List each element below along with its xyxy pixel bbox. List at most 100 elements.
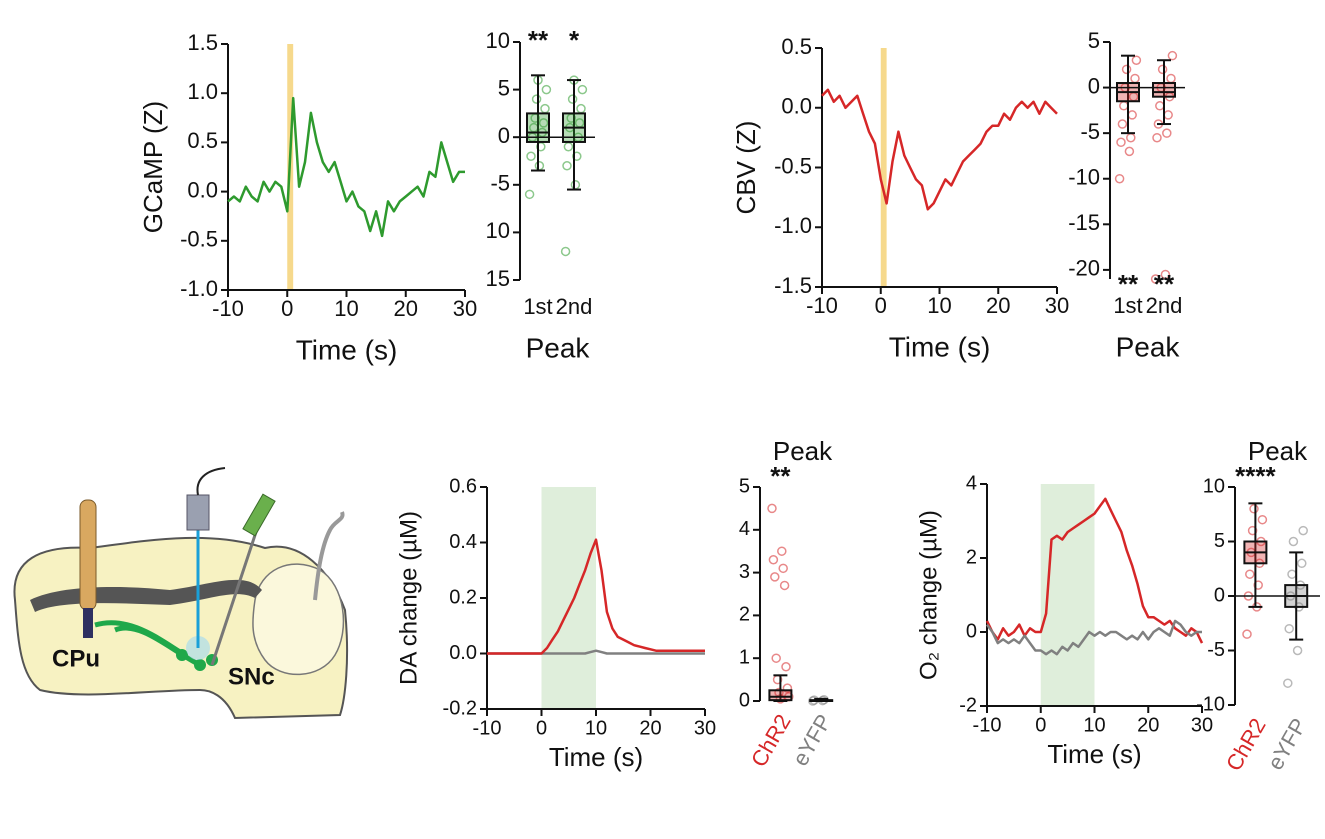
significance: ** xyxy=(770,461,791,491)
data-point xyxy=(1117,119,1128,129)
y-tick-label: 0.6 xyxy=(449,475,477,497)
significance: ** xyxy=(1118,269,1139,299)
data-point xyxy=(572,151,582,161)
y-tick-label: 0.5 xyxy=(781,34,812,59)
y-axis-label: DA change (µM) xyxy=(395,511,422,685)
y-tick-label: 10 xyxy=(1203,475,1225,497)
chart-title: Peak xyxy=(1248,436,1308,466)
y-tick-label: 5 xyxy=(1214,530,1225,552)
x-axis-label: Time (s) xyxy=(1047,739,1141,769)
data-point xyxy=(1288,536,1299,547)
data-point xyxy=(1127,110,1137,120)
data-point xyxy=(1163,110,1173,120)
x-tick-label: -10 xyxy=(473,717,502,739)
x-tick-label: ChR2 xyxy=(1221,714,1271,775)
fiber-cable xyxy=(196,467,226,496)
data-point xyxy=(777,546,787,556)
data-point xyxy=(1152,132,1162,143)
brain-diagram: CPu SNc xyxy=(13,467,349,720)
data-point xyxy=(770,572,780,582)
y-tick-label: 3 xyxy=(739,561,750,583)
data-point xyxy=(1249,504,1259,514)
x-tick-label: -10 xyxy=(212,296,244,321)
y-tick-label: 5 xyxy=(498,75,510,100)
y-tick-label: 0.2 xyxy=(449,586,477,608)
y-tick-label: 15 xyxy=(486,266,510,291)
y-tick-label: 0 xyxy=(498,123,510,148)
data-point xyxy=(1162,128,1172,138)
stimulus-band xyxy=(1040,484,1095,706)
y-tick-label: 0 xyxy=(1088,73,1100,98)
y-tick-label: -5 xyxy=(490,171,510,196)
data-point xyxy=(1247,525,1258,536)
x-tick-label: 10 xyxy=(927,293,951,318)
y-tick-label: 10 xyxy=(486,218,510,243)
electrode xyxy=(79,499,97,611)
data-point xyxy=(1253,580,1263,590)
cerebellum xyxy=(252,563,345,676)
x-axis-label: Time (s) xyxy=(296,334,398,365)
data-point xyxy=(1126,132,1136,143)
x-tick-label: 2nd xyxy=(556,294,593,319)
data-point xyxy=(567,94,578,104)
y-tick-label: 0 xyxy=(966,620,977,642)
data-line xyxy=(487,538,705,655)
y-tick-label: -0.5 xyxy=(180,227,218,252)
x-tick-label: eYFP xyxy=(787,710,836,770)
x-tick-label: 2nd xyxy=(1146,293,1183,318)
x-tick-label: -10 xyxy=(973,714,1002,736)
data-point xyxy=(1131,55,1142,65)
y-tick-label: -5 xyxy=(1080,119,1100,144)
data-point xyxy=(1287,569,1297,579)
y-tick-label: 0 xyxy=(739,689,750,711)
x-axis-label: Peak xyxy=(526,332,591,363)
y-tick-label: 4 xyxy=(739,518,750,540)
data-point xyxy=(767,503,777,514)
data-point xyxy=(540,103,550,114)
data-point xyxy=(577,84,588,95)
significance: ** xyxy=(528,25,549,55)
y-tick-label: 10 xyxy=(486,28,510,53)
data-point xyxy=(1242,629,1252,639)
data-point xyxy=(570,180,581,190)
neuron xyxy=(176,649,188,661)
x-axis-label: Time (s) xyxy=(889,331,991,362)
y-tick-label: 1.0 xyxy=(187,79,218,104)
y-tick-label: -1.0 xyxy=(180,276,218,301)
x-tick-label: 0 xyxy=(536,717,547,739)
y-tick-label: 0.0 xyxy=(187,177,218,202)
data-point xyxy=(526,151,536,161)
data-point xyxy=(538,118,549,128)
data-point xyxy=(768,555,779,565)
y-tick-label: 4 xyxy=(966,472,977,494)
data-point xyxy=(1166,73,1176,84)
data-point xyxy=(1124,146,1135,157)
stimulus-band xyxy=(880,48,887,287)
significance: ** xyxy=(1154,269,1175,299)
data-point xyxy=(1119,101,1129,111)
data-point xyxy=(1284,623,1294,634)
data-point xyxy=(1298,525,1308,536)
y-tick-label: -5 xyxy=(1207,639,1225,661)
y-tick-label: 1 xyxy=(739,646,750,668)
y-tick-label: -2 xyxy=(959,694,977,716)
y-tick-label: 5 xyxy=(1088,28,1100,53)
syringe xyxy=(242,493,276,537)
x-axis-label: Peak xyxy=(1116,331,1181,362)
y-tick-label: 1.5 xyxy=(187,30,218,55)
x-tick-label: 1st xyxy=(1113,293,1142,318)
diagram-label: CPu xyxy=(52,645,100,672)
x-tick-label: 10 xyxy=(1083,714,1105,736)
x-tick-label: eYFP xyxy=(1262,714,1311,774)
data-point xyxy=(1245,569,1255,579)
x-tick-label: 10 xyxy=(585,717,607,739)
neuron xyxy=(194,659,206,671)
stimulus-band xyxy=(541,487,596,709)
needle xyxy=(210,519,262,666)
x-tick-label: 30 xyxy=(1191,714,1213,736)
data-point xyxy=(562,161,572,171)
x-tick-label: 20 xyxy=(1137,714,1159,736)
data-point xyxy=(779,580,790,591)
data-line xyxy=(821,88,1058,211)
